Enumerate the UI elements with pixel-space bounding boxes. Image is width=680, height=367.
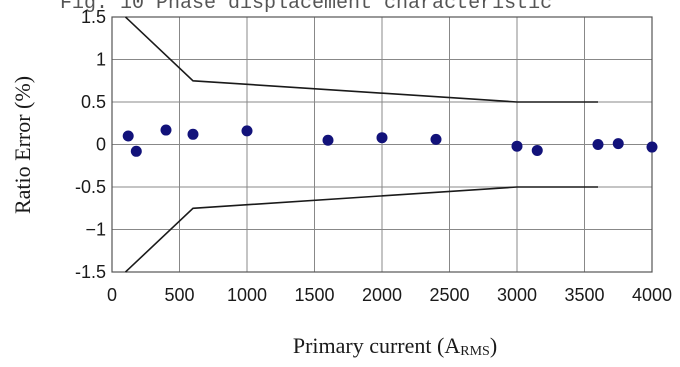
y-tick-label-5: 1 bbox=[96, 50, 106, 70]
upper-limit-line bbox=[124, 16, 598, 103]
y-axis-label: Ratio Error (%) bbox=[10, 76, 35, 214]
data-point-1 bbox=[130, 145, 142, 157]
y-tick-label-0: -1.5 bbox=[75, 262, 106, 282]
data-point-5 bbox=[322, 134, 334, 146]
x-axis-label-sub: RMS bbox=[460, 344, 490, 359]
data-point-3 bbox=[187, 128, 199, 140]
x-axis-label-main: Primary current (A bbox=[293, 333, 460, 358]
y-tick-label-1: −1 bbox=[85, 220, 106, 240]
x-tick-label-5: 2500 bbox=[429, 285, 469, 305]
x-axis-label-close: ) bbox=[490, 333, 497, 358]
y-tick-label-6: 1.5 bbox=[81, 7, 106, 27]
x-tick-label-1: 500 bbox=[164, 285, 194, 305]
y-tick-label-2: -0.5 bbox=[75, 177, 106, 197]
limit-lines bbox=[124, 16, 598, 273]
y-tick-labels: -1.5 −1 -0.5 0 0.5 1 1.5 bbox=[75, 7, 106, 282]
y-tick-label-4: 0.5 bbox=[81, 92, 106, 112]
x-tick-label-7: 3500 bbox=[564, 285, 604, 305]
x-tick-label-2: 1000 bbox=[227, 285, 267, 305]
grid bbox=[111, 16, 653, 273]
x-tick-label-0: 0 bbox=[107, 285, 117, 305]
x-tick-label-8: 4000 bbox=[632, 285, 672, 305]
top-caption: Fig. 10 Phase displacement characteristi… bbox=[60, 0, 552, 15]
x-tick-labels: 0 500 1000 1500 2000 2500 3000 3500 4000 bbox=[107, 285, 672, 305]
data-point-12 bbox=[646, 141, 658, 153]
data-point-9 bbox=[531, 144, 543, 156]
data-points bbox=[122, 124, 658, 157]
y-tick-label-3: 0 bbox=[96, 135, 106, 155]
x-axis-label: Primary current (ARMS) bbox=[293, 333, 497, 359]
data-point-2 bbox=[160, 124, 172, 136]
x-tick-label-6: 3000 bbox=[497, 285, 537, 305]
x-tick-label-4: 2000 bbox=[362, 285, 402, 305]
data-point-10 bbox=[592, 139, 604, 150]
data-point-11 bbox=[612, 138, 624, 150]
data-point-8 bbox=[511, 140, 523, 152]
data-point-4 bbox=[241, 125, 253, 137]
lower-limit-line bbox=[124, 186, 598, 273]
x-tick-label-3: 1500 bbox=[294, 285, 334, 305]
data-point-6 bbox=[376, 132, 388, 144]
data-point-7 bbox=[430, 133, 442, 145]
data-point-0 bbox=[122, 130, 134, 142]
